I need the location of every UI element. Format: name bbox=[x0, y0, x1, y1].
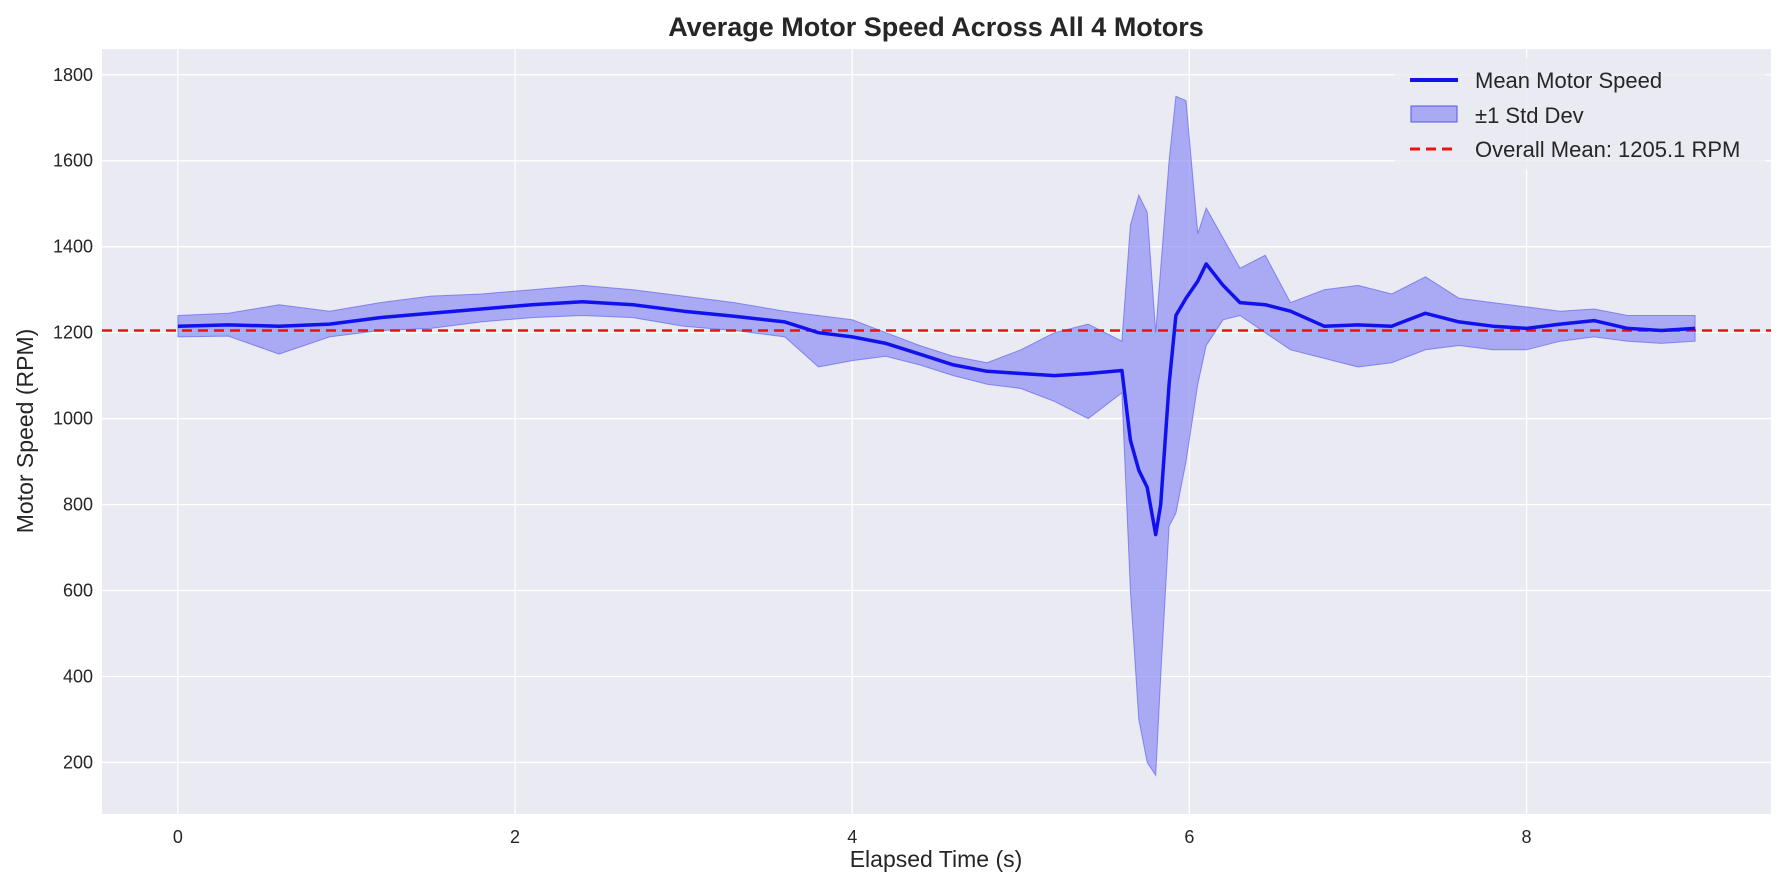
y-tick-label: 600 bbox=[63, 581, 93, 601]
x-tick-label: 4 bbox=[847, 827, 857, 847]
y-tick-label: 1200 bbox=[53, 323, 93, 343]
y-tick-label: 1400 bbox=[53, 237, 93, 257]
y-tick-label: 1800 bbox=[53, 65, 93, 85]
chart-title: Average Motor Speed Across All 4 Motors bbox=[668, 12, 1204, 42]
x-tick-label: 0 bbox=[173, 827, 183, 847]
y-tick-label: 800 bbox=[63, 495, 93, 515]
std-dev-band bbox=[177, 95, 1696, 777]
grid-lines bbox=[102, 49, 1771, 814]
legend: Mean Motor Speed ±1 Std Dev Overall Mean… bbox=[1395, 58, 1765, 170]
x-tick-label: 6 bbox=[1184, 827, 1194, 847]
y-tick-label: 200 bbox=[63, 752, 93, 772]
x-axis-ticks: 0 2 4 6 8 bbox=[173, 827, 1532, 847]
legend-overall-mean-label: Overall Mean: 1205.1 RPM bbox=[1475, 137, 1740, 162]
y-tick-label: 1000 bbox=[53, 409, 93, 429]
y-tick-label: 400 bbox=[63, 666, 93, 686]
x-axis-label: Elapsed Time (s) bbox=[850, 846, 1023, 872]
std-dev-band-layer bbox=[177, 95, 1696, 777]
x-tick-label: 2 bbox=[510, 827, 520, 847]
x-tick-label: 8 bbox=[1522, 827, 1532, 847]
y-tick-label: 1600 bbox=[53, 151, 93, 171]
legend-std-band-label: ±1 Std Dev bbox=[1475, 103, 1584, 128]
plot-area bbox=[102, 49, 1771, 814]
legend-std-band-swatch bbox=[1410, 105, 1458, 123]
legend-mean-line-label: Mean Motor Speed bbox=[1475, 68, 1662, 93]
y-axis-label: Motor Speed (RPM) bbox=[12, 329, 38, 534]
y-axis-ticks: 200 400 600 800 1000 1200 1400 1600 1800 bbox=[53, 65, 93, 773]
mean-motor-speed-line bbox=[177, 262, 1696, 537]
mean-line-layer bbox=[177, 262, 1696, 537]
